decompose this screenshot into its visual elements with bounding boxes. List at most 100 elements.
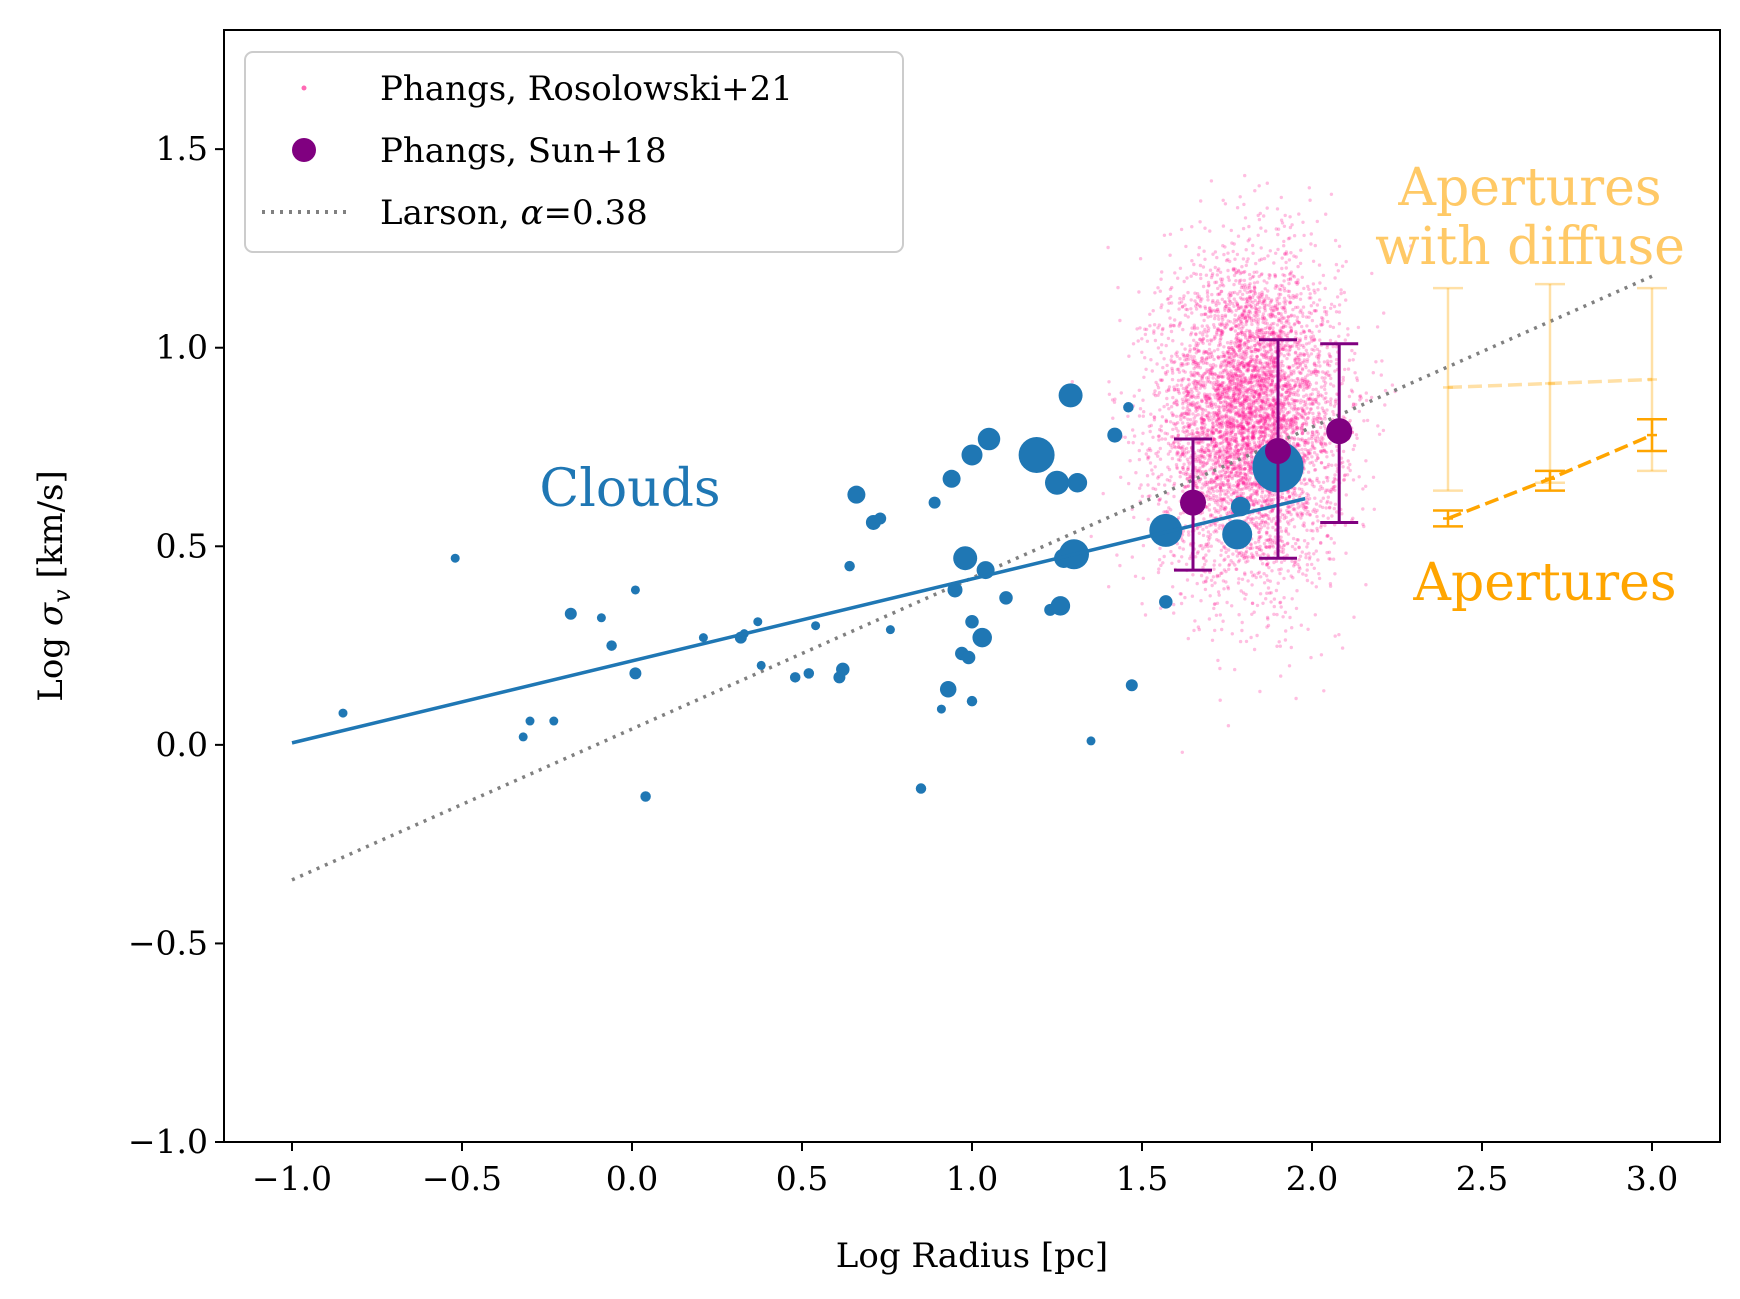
rosolowski-point: [1149, 448, 1153, 453]
rosolowski-point: [1232, 460, 1237, 465]
rosolowski-point: [1180, 538, 1185, 542]
rosolowski-point: [1144, 327, 1149, 332]
rosolowski-point: [1223, 470, 1228, 475]
rosolowski-point: [1229, 228, 1234, 233]
rosolowski-point: [1238, 373, 1243, 378]
rosolowski-point: [1243, 288, 1247, 292]
rosolowski-point: [1268, 324, 1273, 328]
rosolowski-point: [1279, 546, 1284, 550]
rosolowski-point: [1307, 341, 1311, 345]
rosolowski-point: [1289, 417, 1294, 422]
rosolowski-point: [1231, 404, 1235, 408]
rosolowski-point: [1156, 346, 1161, 350]
rosolowski-point: [1186, 353, 1190, 357]
rosolowski-point: [1290, 431, 1294, 435]
rosolowski-point: [1265, 414, 1269, 419]
rosolowski-point: [1313, 613, 1318, 617]
rosolowski-point: [1300, 431, 1305, 436]
rosolowski-point: [1292, 371, 1296, 375]
rosolowski-point: [1209, 338, 1213, 342]
rosolowski-point: [1331, 557, 1336, 561]
rosolowski-point: [1228, 320, 1233, 324]
rosolowski-point: [1226, 554, 1231, 559]
rosolowski-point: [1167, 407, 1171, 411]
rosolowski-point: [1202, 249, 1206, 253]
rosolowski-point: [1193, 299, 1197, 303]
rosolowski-point: [1283, 371, 1287, 375]
rosolowski-point: [1251, 400, 1256, 404]
rosolowski-point: [1228, 389, 1232, 393]
rosolowski-point: [1245, 260, 1249, 264]
rosolowski-point: [1213, 462, 1218, 466]
rosolowski-point: [1259, 407, 1263, 411]
rosolowski-point: [1138, 257, 1143, 261]
rosolowski-point: [1171, 427, 1175, 432]
rosolowski-point: [1215, 413, 1219, 418]
rosolowski-point: [1291, 344, 1295, 348]
rosolowski-point: [1247, 484, 1251, 488]
rosolowski-point: [1210, 370, 1214, 375]
rosolowski-point: [1270, 308, 1274, 313]
rosolowski-point: [1223, 557, 1227, 561]
rosolowski-point: [1188, 409, 1192, 413]
rosolowski-point: [1305, 357, 1310, 362]
rosolowski-point: [1267, 362, 1272, 366]
rosolowski-point: [1183, 425, 1187, 429]
rosolowski-point: [1328, 324, 1333, 328]
rosolowski-point: [1310, 436, 1314, 441]
rosolowski-point: [1222, 252, 1226, 257]
rosolowski-point: [1305, 578, 1310, 583]
rosolowski-point: [1239, 383, 1243, 387]
rosolowski-point: [1276, 247, 1280, 252]
rosolowski-point: [1229, 293, 1233, 297]
rosolowski-point: [1138, 486, 1142, 490]
rosolowski-point: [1293, 357, 1297, 361]
rosolowski-point: [1263, 494, 1268, 498]
rosolowski-point: [1284, 425, 1288, 430]
rosolowski-point: [1236, 424, 1240, 428]
rosolowski-point: [1246, 422, 1250, 426]
rosolowski-point: [1312, 507, 1317, 511]
rosolowski-point: [1257, 379, 1261, 384]
rosolowski-point: [1172, 401, 1176, 405]
rosolowski-point: [1255, 490, 1259, 494]
rosolowski-point: [1201, 527, 1205, 532]
rosolowski-point: [1306, 457, 1310, 461]
rosolowski-point: [1215, 573, 1220, 578]
rosolowski-point: [1160, 343, 1164, 347]
rosolowski-point: [1178, 322, 1182, 326]
rosolowski-point: [1250, 373, 1254, 377]
rosolowski-point: [1229, 559, 1233, 563]
rosolowski-point: [1128, 459, 1132, 463]
rosolowski-point: [1323, 376, 1327, 380]
rosolowski-point: [1198, 272, 1203, 277]
rosolowski-point: [1317, 572, 1321, 576]
rosolowski-point: [1287, 522, 1291, 526]
rosolowski-point: [1362, 524, 1366, 529]
rosolowski-point: [1196, 393, 1200, 398]
rosolowski-point: [1300, 425, 1304, 430]
rosolowski-point: [1211, 402, 1215, 407]
rosolowski-point: [1186, 421, 1190, 425]
rosolowski-point: [1213, 313, 1217, 318]
rosolowski-point: [1337, 633, 1341, 637]
rosolowski-point: [1270, 313, 1275, 318]
rosolowski-point: [1178, 296, 1182, 301]
rosolowski-point: [1296, 417, 1300, 421]
rosolowski-point: [1211, 421, 1215, 426]
rosolowski-point: [1215, 601, 1220, 605]
rosolowski-point: [1232, 385, 1237, 390]
rosolowski-point: [1226, 251, 1230, 255]
rosolowski-point: [1331, 410, 1335, 414]
rosolowski-point: [1269, 407, 1274, 411]
rosolowski-point: [1301, 490, 1305, 494]
rosolowski-point: [1265, 393, 1270, 397]
rosolowski-point: [1228, 440, 1232, 444]
rosolowski-point: [1252, 435, 1256, 439]
rosolowski-point: [1287, 505, 1291, 510]
rosolowski-point: [1278, 292, 1283, 297]
rosolowski-point: [1200, 454, 1204, 458]
rosolowski-point: [1144, 452, 1149, 456]
rosolowski-point: [1181, 547, 1186, 551]
rosolowski-point: [1212, 323, 1216, 327]
